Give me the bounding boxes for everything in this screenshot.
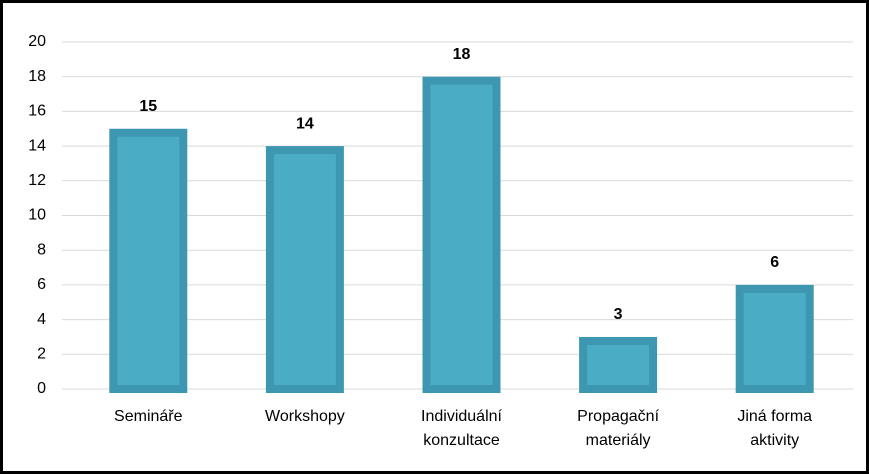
y-tick-label: 8 bbox=[37, 241, 46, 258]
x-tick-label: Individuální bbox=[421, 408, 503, 425]
bar bbox=[109, 128, 188, 393]
y-tick-label: 6 bbox=[37, 276, 46, 293]
bar bbox=[422, 76, 501, 393]
x-tick-label: Propagační bbox=[577, 408, 659, 425]
bar bbox=[735, 284, 814, 393]
data-label: 18 bbox=[453, 46, 471, 63]
x-tick-label: aktivity bbox=[750, 432, 799, 449]
y-tick-label: 12 bbox=[28, 172, 46, 189]
data-label: 6 bbox=[770, 254, 779, 271]
data-label: 3 bbox=[614, 306, 623, 323]
data-label: 14 bbox=[296, 115, 314, 132]
x-tick-label: Jiná forma bbox=[737, 408, 812, 425]
y-tick-label: 4 bbox=[37, 311, 46, 328]
y-tick-label: 16 bbox=[28, 103, 46, 120]
x-tick-label: Workshopy bbox=[265, 408, 345, 425]
y-tick-label: 2 bbox=[37, 346, 46, 363]
x-tick-label: Semináře bbox=[114, 408, 183, 425]
x-tick-label: materiály bbox=[586, 432, 651, 449]
y-tick-label: 0 bbox=[37, 380, 46, 397]
y-tick-label: 18 bbox=[28, 68, 46, 85]
data-label: 15 bbox=[139, 98, 157, 115]
bar bbox=[265, 146, 344, 393]
y-tick-label: 14 bbox=[28, 137, 46, 154]
bar bbox=[579, 336, 658, 394]
y-tick-label: 20 bbox=[28, 33, 46, 50]
y-tick-label: 10 bbox=[28, 207, 46, 224]
x-tick-label: konzultace bbox=[423, 432, 500, 449]
